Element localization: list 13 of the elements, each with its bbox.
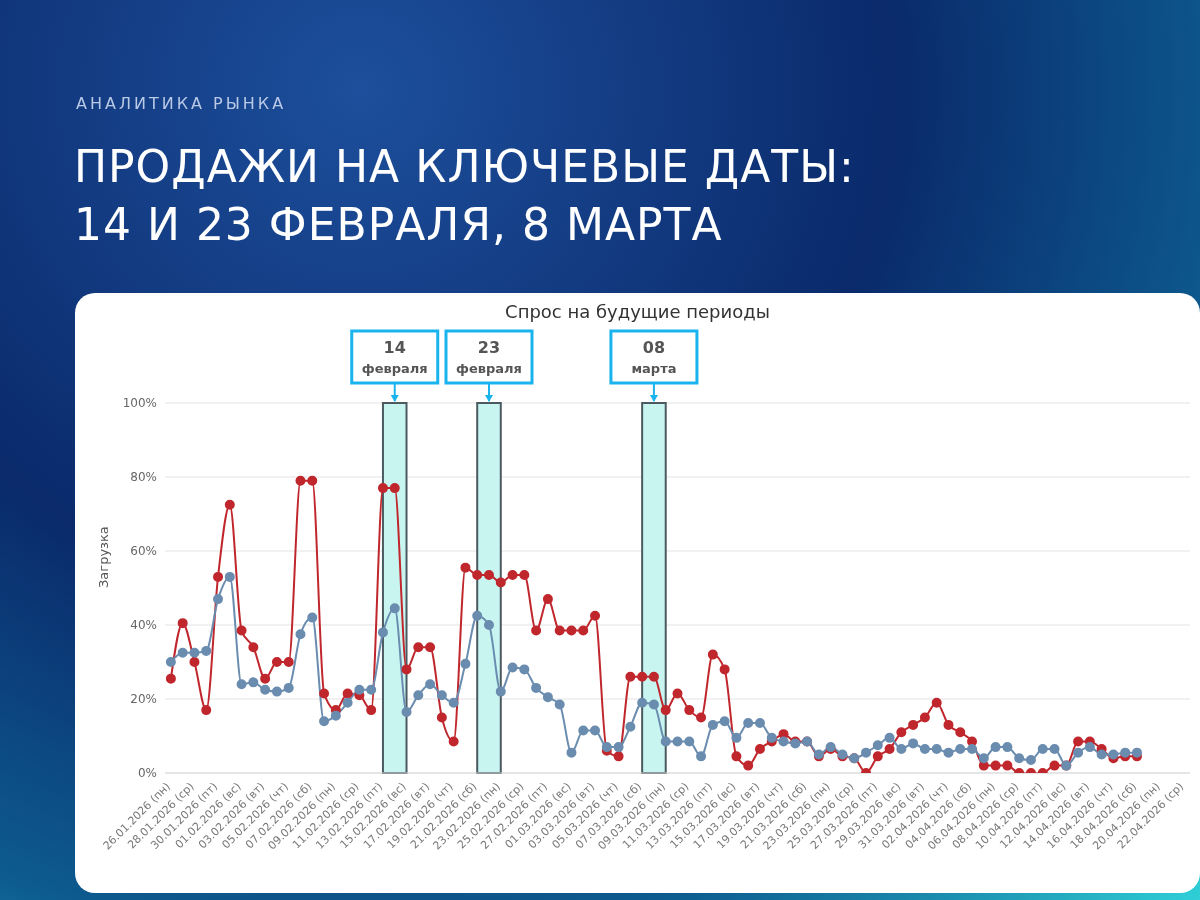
- y-tick-label: 100%: [122, 396, 157, 411]
- y-axis-title: Загрузка: [95, 526, 111, 588]
- chart-subtitle: АНАЛИТИКА РЫНКА: [76, 94, 287, 113]
- band-label: 08 марта: [631, 338, 677, 376]
- y-tick-label: 20%: [130, 692, 157, 707]
- y-tick-label: 60%: [130, 544, 157, 559]
- y-tick-label: 0%: [137, 766, 157, 781]
- band-label: 23 февраля: [456, 338, 522, 376]
- y-tick-label: 80%: [130, 470, 157, 485]
- band-label: 14 февраля: [361, 338, 428, 376]
- chart-title: ПРОДАЖИ НА КЛЮЧЕВЫЕ ДАТЫ: 14 И 23 ФЕВРАЛЯ, 8 МАРТА: [74, 140, 856, 252]
- text: Спрос на будущие периоды: [504, 301, 771, 322]
- y-tick-label: 40%: [130, 618, 157, 633]
